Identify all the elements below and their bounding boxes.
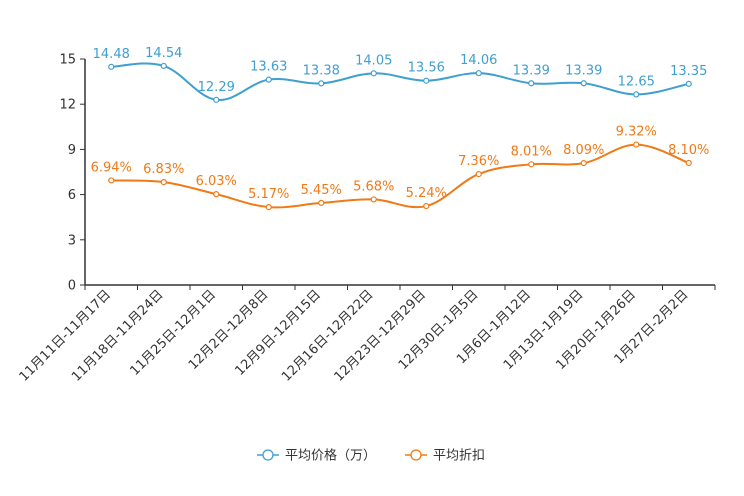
data-label: 12.29 [198,80,235,95]
data-label: 5.45% [301,183,342,198]
chart-series: 14.48 14.54 12.29 13.63 13.38 14.05 13.56 14.06… [91,46,709,211]
data-point[interactable] [213,191,220,198]
data-point[interactable] [580,160,587,167]
data-label: 14.06 [460,53,497,68]
data-label: 12.65 [618,74,655,89]
data-label: 8.09% [563,143,604,158]
data-point[interactable] [265,204,272,211]
data-point[interactable] [370,196,377,203]
data-point[interactable] [213,96,220,103]
data-point[interactable] [580,80,587,87]
data-label: 5.68% [353,179,394,194]
data-label: 13.35 [670,64,707,79]
series-avg-price: 14.48 14.54 12.29 13.63 13.38 14.05 13.56 14.06… [93,46,707,103]
data-label: 13.56 [408,61,445,76]
data-label: 8.10% [668,143,709,158]
x-tick-label: 12月16日-12月22日 [279,287,376,384]
data-point[interactable] [108,63,115,70]
data-label: 6.03% [196,174,237,189]
data-label: 13.38 [303,63,340,78]
series-line [111,62,689,101]
series-line [111,143,690,209]
data-point[interactable] [685,80,692,87]
legend-label: 平均折扣 [433,449,485,464]
data-label: 13.39 [565,63,602,78]
legend-marker-icon [262,449,274,461]
data-label: 14.05 [355,53,392,68]
data-point[interactable] [160,62,167,70]
data-point[interactable] [370,70,377,77]
data-point[interactable] [633,91,640,98]
y-tick-label: 15 [59,53,76,68]
data-label: 14.48 [93,47,130,62]
y-tick-label: 6 [68,188,76,203]
data-label: 8.01% [511,144,552,159]
legend-label: 平均价格（万） [285,448,376,464]
data-point[interactable] [423,202,430,210]
data-point[interactable] [265,76,272,83]
data-label: 7.36% [458,154,499,169]
data-point[interactable] [423,77,430,84]
data-label: 5.17% [248,187,289,202]
data-point[interactable] [528,161,535,168]
y-tick-label: 9 [68,143,76,158]
data-point[interactable] [475,70,482,77]
series-avg-discount: 6.94% 6.83% 6.03% 5.17% 5.45% 5.68% 5.24% 7.36%… [91,125,709,211]
data-point[interactable] [160,178,167,186]
data-point[interactable] [318,199,325,206]
x-tick-label: 11月18日-11月24日 [69,287,166,384]
legend-marker-icon [410,449,422,461]
y-tick-label: 0 [68,279,76,294]
data-label: 13.63 [250,60,287,75]
data-point[interactable] [633,141,640,148]
data-label: 13.39 [513,63,550,78]
chart-axes: 0369121511月11日-11月17日11月18日-11月24日11月25日… [17,53,716,385]
legend-item-avg-discount[interactable]: 平均折扣 [405,449,485,464]
x-tick-label: 12月23日-12月29日 [332,287,429,384]
data-label: 6.94% [91,160,132,175]
data-point[interactable] [108,177,115,184]
data-point[interactable] [685,159,692,167]
x-tick-label: 11月11日-11月17日 [17,287,114,384]
y-tick-label: 12 [59,98,76,113]
data-point[interactable] [528,80,535,87]
data-label: 5.24% [406,186,447,201]
data-label: 6.83% [143,162,184,177]
data-point[interactable] [318,80,325,87]
data-label: 9.32% [616,125,657,140]
data-point[interactable] [475,171,482,178]
y-tick-label: 3 [68,233,76,248]
data-label: 14.54 [145,46,182,61]
chart-legend[interactable]: 平均价格（万） 平均折扣 [257,448,485,464]
legend-item-avg-price[interactable]: 平均价格（万） [257,448,376,464]
